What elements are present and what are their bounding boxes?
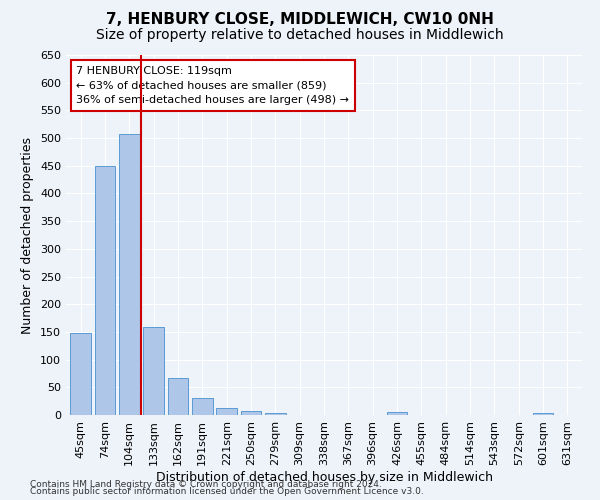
Text: Contains public sector information licensed under the Open Government Licence v3: Contains public sector information licen…	[30, 487, 424, 496]
Bar	[216, 408, 237, 415]
X-axis label: Distribution of detached houses by size in Middlewich: Distribution of detached houses by size …	[155, 470, 493, 484]
Bar	[241, 410, 262, 415]
Text: Size of property relative to detached houses in Middlewich: Size of property relative to detached ho…	[96, 28, 504, 42]
Bar	[119, 134, 140, 415]
Bar	[70, 333, 91, 415]
Text: 7 HENBURY CLOSE: 119sqm
← 63% of detached houses are smaller (859)
36% of semi-d: 7 HENBURY CLOSE: 119sqm ← 63% of detache…	[76, 66, 349, 106]
Bar	[533, 413, 553, 415]
Bar	[192, 398, 212, 415]
Bar	[143, 328, 164, 415]
Text: 7, HENBURY CLOSE, MIDDLEWICH, CW10 0NH: 7, HENBURY CLOSE, MIDDLEWICH, CW10 0NH	[106, 12, 494, 28]
Text: Contains HM Land Registry data © Crown copyright and database right 2024.: Contains HM Land Registry data © Crown c…	[30, 480, 382, 489]
Bar	[386, 412, 407, 415]
Bar	[167, 378, 188, 415]
Bar	[95, 166, 115, 415]
Y-axis label: Number of detached properties: Number of detached properties	[22, 136, 34, 334]
Bar	[265, 413, 286, 415]
